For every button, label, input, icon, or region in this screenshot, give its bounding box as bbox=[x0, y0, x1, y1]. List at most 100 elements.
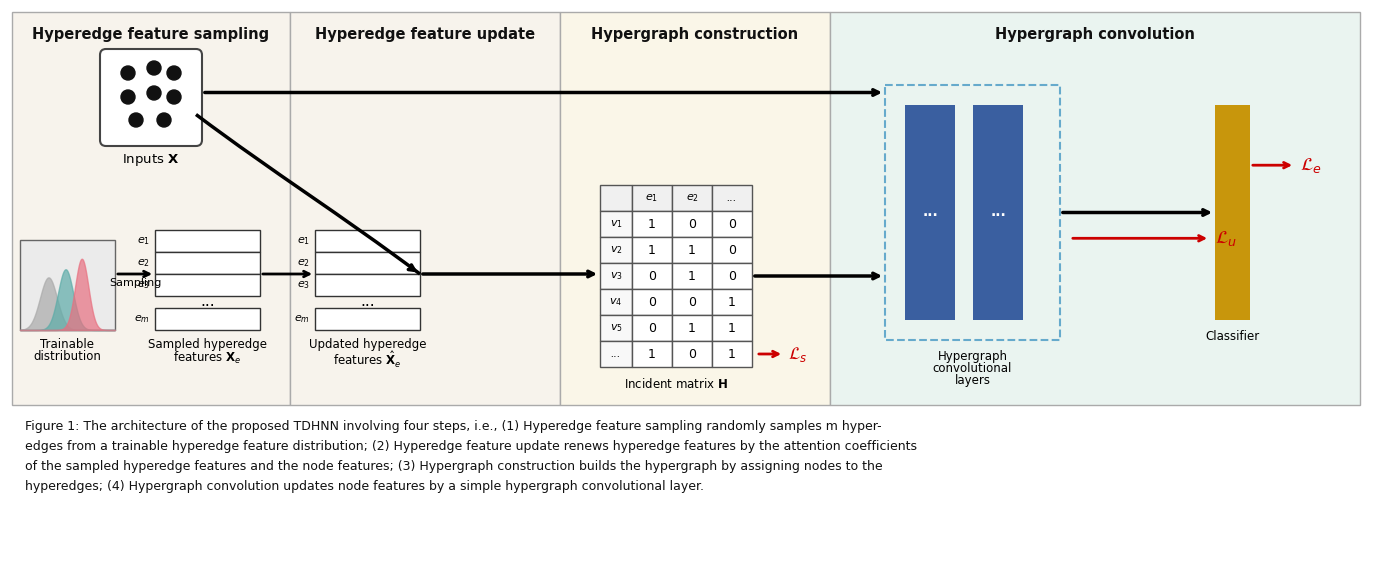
Text: distribution: distribution bbox=[33, 350, 102, 363]
Bar bbox=[12, 12, 290, 405]
Text: Trainable: Trainable bbox=[40, 338, 94, 351]
Text: ...: ... bbox=[989, 205, 1006, 220]
Bar bbox=[290, 12, 560, 405]
Text: Figure 1: The architecture of the proposed TDHNN involving four steps, i.e., (1): Figure 1: The architecture of the propos… bbox=[25, 420, 882, 433]
Text: 1: 1 bbox=[729, 321, 736, 335]
Text: $v_4$: $v_4$ bbox=[610, 296, 622, 308]
Text: $e_1$: $e_1$ bbox=[297, 235, 310, 247]
Text: Incident matrix $\mathbf{H}$: Incident matrix $\mathbf{H}$ bbox=[624, 377, 729, 391]
Bar bbox=[155, 252, 259, 274]
Text: ...: ... bbox=[611, 349, 621, 359]
Circle shape bbox=[121, 90, 135, 104]
Bar bbox=[315, 308, 420, 330]
Bar bbox=[632, 185, 672, 211]
Text: $e_m$: $e_m$ bbox=[294, 313, 310, 325]
Bar bbox=[712, 211, 752, 237]
Bar bbox=[712, 185, 752, 211]
Bar bbox=[600, 211, 632, 237]
Circle shape bbox=[148, 86, 161, 100]
Text: $v_1$: $v_1$ bbox=[610, 218, 622, 230]
Text: 0: 0 bbox=[689, 347, 696, 360]
Bar bbox=[600, 289, 632, 315]
Text: 0: 0 bbox=[689, 296, 696, 308]
Text: $\mathcal{L}_e$: $\mathcal{L}_e$ bbox=[1300, 156, 1322, 175]
Bar bbox=[973, 105, 1023, 320]
Text: 0: 0 bbox=[729, 217, 736, 230]
Bar bbox=[672, 263, 712, 289]
Bar bbox=[712, 289, 752, 315]
Bar bbox=[600, 237, 632, 263]
Text: convolutional: convolutional bbox=[933, 362, 1012, 375]
Text: 1: 1 bbox=[689, 321, 696, 335]
Text: Hypergraph construction: Hypergraph construction bbox=[592, 27, 799, 43]
Bar bbox=[315, 252, 420, 274]
Bar bbox=[632, 315, 672, 341]
Bar bbox=[712, 341, 752, 367]
Text: $e_m$: $e_m$ bbox=[134, 313, 150, 325]
Circle shape bbox=[157, 113, 171, 127]
Bar bbox=[905, 105, 955, 320]
Bar bbox=[672, 289, 712, 315]
Bar bbox=[600, 315, 632, 341]
Bar bbox=[155, 274, 259, 296]
Bar bbox=[632, 341, 672, 367]
Text: Hyperedge feature update: Hyperedge feature update bbox=[315, 27, 535, 43]
Text: $v_2$: $v_2$ bbox=[610, 244, 622, 256]
Bar bbox=[829, 12, 1361, 405]
Text: ...: ... bbox=[922, 205, 938, 220]
Text: Hyperedge feature sampling: Hyperedge feature sampling bbox=[33, 27, 269, 43]
Text: 0: 0 bbox=[649, 296, 655, 308]
Bar bbox=[672, 185, 712, 211]
Text: layers: layers bbox=[955, 374, 991, 387]
Text: of the sampled hyperedge features and the node features; (3) Hypergraph construc: of the sampled hyperedge features and th… bbox=[25, 460, 883, 473]
Text: $e_3$: $e_3$ bbox=[137, 279, 150, 291]
Circle shape bbox=[167, 90, 181, 104]
Bar bbox=[155, 230, 259, 252]
Text: Hypergraph: Hypergraph bbox=[937, 350, 1007, 363]
Text: Hypergraph convolution: Hypergraph convolution bbox=[995, 27, 1195, 43]
Text: 1: 1 bbox=[649, 347, 655, 360]
Text: $e_2$: $e_2$ bbox=[686, 192, 698, 204]
Bar bbox=[672, 237, 712, 263]
Text: 1: 1 bbox=[649, 217, 655, 230]
Bar bbox=[315, 274, 420, 296]
Bar bbox=[885, 85, 1060, 340]
Bar bbox=[155, 308, 259, 330]
Bar bbox=[560, 12, 829, 405]
Text: $e_1$: $e_1$ bbox=[646, 192, 658, 204]
Text: 0: 0 bbox=[729, 244, 736, 257]
Bar bbox=[600, 185, 632, 211]
Bar bbox=[632, 289, 672, 315]
Text: 1: 1 bbox=[689, 244, 696, 257]
Text: $\mathcal{L}_u$: $\mathcal{L}_u$ bbox=[1214, 229, 1236, 248]
Text: 0: 0 bbox=[729, 269, 736, 283]
Text: ...: ... bbox=[200, 294, 215, 310]
Bar bbox=[672, 211, 712, 237]
Bar bbox=[712, 263, 752, 289]
Bar bbox=[632, 211, 672, 237]
Bar bbox=[1214, 105, 1250, 320]
Text: features $\hat{\mathbf{X}}_e$: features $\hat{\mathbf{X}}_e$ bbox=[334, 350, 402, 370]
Circle shape bbox=[167, 66, 181, 80]
Circle shape bbox=[121, 66, 135, 80]
Text: hyperedges; (4) Hypergraph convolution updates node features by a simple hypergr: hyperedges; (4) Hypergraph convolution u… bbox=[25, 480, 704, 493]
Text: $v_5$: $v_5$ bbox=[610, 322, 622, 334]
Text: $e_1$: $e_1$ bbox=[137, 235, 150, 247]
Bar bbox=[712, 237, 752, 263]
Text: ...: ... bbox=[727, 193, 737, 203]
FancyBboxPatch shape bbox=[99, 49, 201, 146]
Bar bbox=[672, 341, 712, 367]
Bar bbox=[632, 237, 672, 263]
Text: $e_3$: $e_3$ bbox=[297, 279, 310, 291]
Text: 1: 1 bbox=[649, 244, 655, 257]
Text: 0: 0 bbox=[689, 217, 696, 230]
Text: Inputs $\mathbf{X}$: Inputs $\mathbf{X}$ bbox=[123, 152, 179, 168]
Circle shape bbox=[148, 61, 161, 75]
Text: $e_2$: $e_2$ bbox=[297, 257, 310, 269]
Text: Sampled hyperedge: Sampled hyperedge bbox=[148, 338, 266, 351]
Bar bbox=[600, 341, 632, 367]
Text: Classifier: Classifier bbox=[1205, 330, 1260, 343]
Bar bbox=[712, 315, 752, 341]
Text: $v_3$: $v_3$ bbox=[610, 270, 622, 282]
Text: 0: 0 bbox=[649, 321, 655, 335]
